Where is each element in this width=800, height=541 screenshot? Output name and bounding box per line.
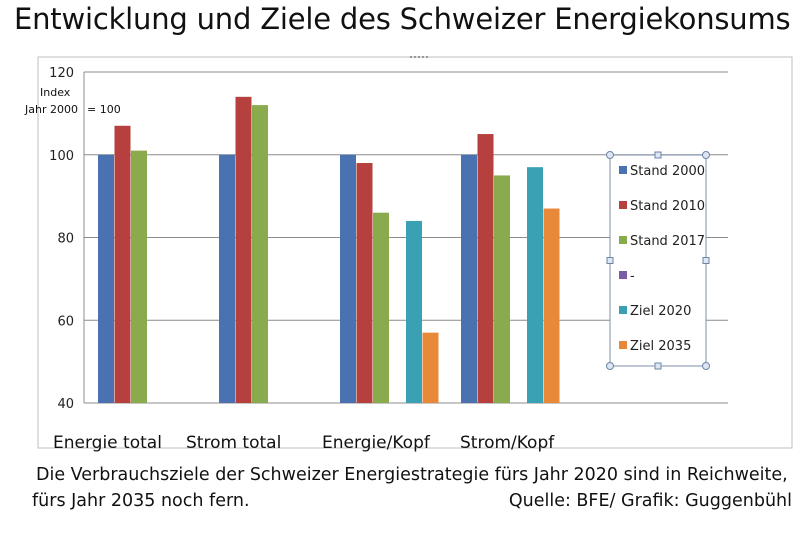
y-tick-label: 100 xyxy=(49,149,74,164)
bar-stand-2017-3 xyxy=(494,175,510,403)
legend-swatch xyxy=(619,271,627,279)
resize-handle-edge[interactable] xyxy=(606,257,614,264)
bar-stand-2017-2 xyxy=(373,212,389,403)
category-labels: Energie total Strom total Energie/Kopf Stro… xyxy=(53,433,555,453)
axis-note-equals: = 100 xyxy=(87,103,121,116)
bar-stand-2000-1 xyxy=(219,154,235,403)
bar-ziel-2035-3 xyxy=(543,208,560,403)
y-axis-ticks: 40 60 80 100 120 xyxy=(49,66,74,412)
legend-label: Stand 2000 xyxy=(630,164,705,179)
bar-stand-2010-1 xyxy=(235,96,252,403)
resize-handle-edge[interactable] xyxy=(654,151,662,159)
caption-line-2-left: fürs Jahr 2035 noch fern. xyxy=(32,491,250,511)
resize-handle-corner[interactable] xyxy=(702,362,710,370)
bar-stand-2010-2 xyxy=(356,163,373,403)
category-label: Strom/Kopf xyxy=(460,433,555,453)
bar-stand-2000-0 xyxy=(98,154,114,403)
bars xyxy=(98,96,560,403)
source-credit: Quelle: BFE/ Grafik: Guggenbühl xyxy=(508,491,792,511)
legend-label: - xyxy=(630,269,635,284)
chart-title: Entwicklung und Ziele des Schweizer Ener… xyxy=(14,2,791,36)
resize-handle-edge[interactable] xyxy=(654,362,662,370)
legend-swatch xyxy=(619,341,627,349)
caption-line-2: fürs Jahr 2035 noch fern. Quelle: BFE/ G… xyxy=(32,488,796,514)
legend-swatch xyxy=(619,201,627,209)
resize-handle-corner[interactable] xyxy=(606,362,614,370)
resize-handle-edge[interactable] xyxy=(702,257,710,264)
axis-note: Index Jahr 2000 = 100 xyxy=(24,86,121,116)
plot-frame xyxy=(37,56,793,449)
legend-swatch xyxy=(619,166,627,174)
bar-ziel-2035-2 xyxy=(422,332,439,403)
bar-ziel-2020-2 xyxy=(406,220,422,403)
bar-stand-2017-1 xyxy=(252,105,268,403)
caption-line-1: Die Verbrauchsziele der Schweizer Energi… xyxy=(36,465,788,485)
bar-stand-2000-3 xyxy=(461,154,477,403)
legend-swatch xyxy=(619,236,627,244)
chart: 40 60 80 100 120 Index Jahr 2000 = 100 Energ… xyxy=(24,56,793,453)
legend-label: Stand 2017 xyxy=(630,234,705,249)
legend-label: Stand 2010 xyxy=(630,199,705,214)
resize-handle-corner[interactable] xyxy=(702,151,710,159)
legend-label: Ziel 2020 xyxy=(630,304,691,319)
category-label: Energie/Kopf xyxy=(322,433,431,453)
bar-stand-2017-0 xyxy=(131,150,147,403)
y-tick-label: 60 xyxy=(57,314,74,329)
legend[interactable]: Stand 2000 Stand 2010 Stand 2017 - Ziel 2020… xyxy=(606,151,710,370)
bar-stand-2010-3 xyxy=(477,134,494,403)
y-tick-label: 120 xyxy=(49,66,74,81)
y-tick-label: 40 xyxy=(57,397,74,412)
bar-stand-2010-0 xyxy=(114,125,131,403)
y-tick-label: 80 xyxy=(57,232,74,247)
resize-handle-corner[interactable] xyxy=(606,151,614,159)
category-label: Strom total xyxy=(186,433,281,453)
category-label: Energie total xyxy=(53,433,162,453)
bar-ziel-2020-3 xyxy=(527,167,543,403)
axis-note-year: Jahr 2000 xyxy=(24,103,78,116)
legend-swatch xyxy=(619,306,627,314)
caption: Die Verbrauchsziele der Schweizer Energi… xyxy=(32,462,796,514)
axis-note-index: Index xyxy=(40,86,71,99)
legend-label: Ziel 2035 xyxy=(630,339,691,354)
legend-box[interactable] xyxy=(609,154,707,367)
bar-stand-2000-2 xyxy=(340,154,356,403)
